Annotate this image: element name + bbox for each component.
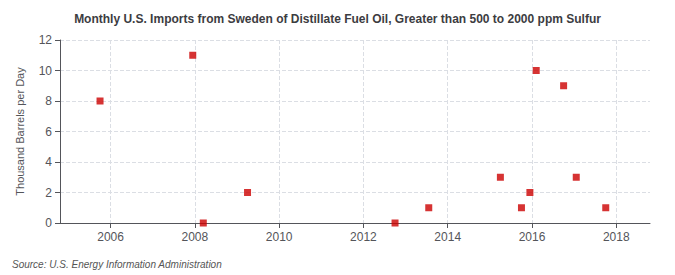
svg-text:2: 2	[45, 186, 52, 200]
svg-text:0: 0	[45, 216, 52, 230]
svg-text:10: 10	[39, 64, 53, 78]
svg-text:Source: U.S. Energy Informatio: Source: U.S. Energy Information Administ…	[12, 259, 222, 270]
svg-text:2008: 2008	[182, 230, 209, 244]
svg-text:Thousand Barrels per Day: Thousand Barrels per Day	[14, 67, 26, 196]
svg-text:12: 12	[39, 33, 53, 47]
svg-text:2010: 2010	[266, 230, 293, 244]
svg-text:4: 4	[45, 155, 52, 169]
svg-text:2014: 2014	[434, 230, 461, 244]
svg-text:6: 6	[45, 125, 52, 139]
svg-text:2012: 2012	[350, 230, 377, 244]
svg-text:2018: 2018	[603, 230, 630, 244]
svg-text:8: 8	[45, 94, 52, 108]
svg-text:Monthly U.S. Imports from Swed: Monthly U.S. Imports from Sweden of Dist…	[74, 12, 601, 26]
svg-text:2006: 2006	[97, 230, 124, 244]
svg-text:2016: 2016	[519, 230, 546, 244]
